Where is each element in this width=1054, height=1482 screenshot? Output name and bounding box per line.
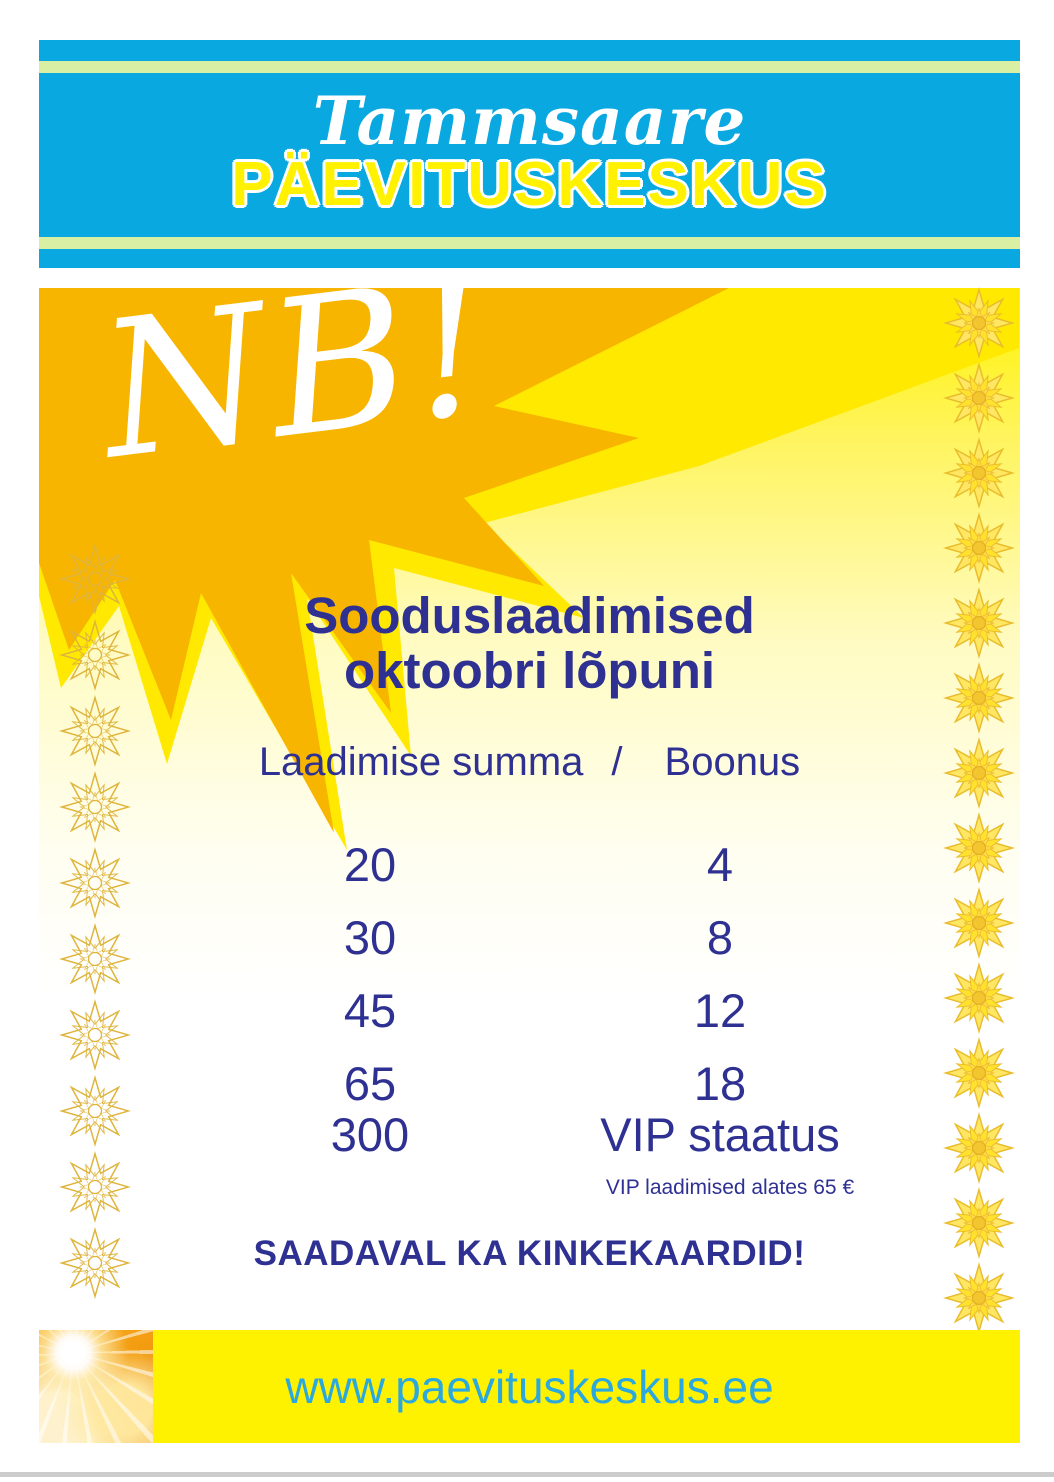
column-header-sum: Laadimise summa (258, 740, 584, 784)
table-row: 20 4 (39, 828, 1020, 901)
sum-value: 45 (343, 984, 397, 1037)
table-row: 45 12 (39, 974, 1020, 1047)
bonus-table: 20 4 30 8 45 12 65 18 300 VIP staatus (39, 828, 1020, 1164)
starburst-inner (39, 288, 729, 833)
vip-note: VIP laadimised alates 65 € (605, 1176, 855, 1199)
bonus-value: VIP staatus (600, 1107, 840, 1161)
footer: www.paevituskeskus.ee (39, 1330, 1020, 1443)
promo-title-line1: Sooduslaadimised (304, 587, 755, 644)
header-banner: Tammsaare PÄEVITUSKESKUS (39, 40, 1020, 268)
sum-value: 20 (343, 838, 397, 891)
starburst-graphic (39, 288, 1019, 850)
header-stripe-top (39, 61, 1020, 73)
ornament-star-icon (942, 436, 1016, 510)
column-header-bonus: Boonus (664, 740, 801, 784)
ornament-star-icon (942, 286, 1016, 360)
page-bottom-divider (0, 1472, 1054, 1477)
ornament-column-right (942, 286, 1016, 1335)
table-row: 65 18 (39, 1047, 1020, 1120)
bonus-value: 12 (693, 984, 747, 1037)
giftcard-banner: SAADAVAL KA KINKEKAARDID! (253, 1234, 806, 1273)
sum-value: 65 (343, 1057, 397, 1110)
ornament-star-icon (942, 361, 1016, 435)
table-header: Laadimise summa / Boonus (39, 740, 1020, 785)
nb-badge: NB! (89, 236, 504, 502)
poster-body: NB! Sooduslaadimised oktoobri lõpuni Laa… (39, 237, 1020, 1330)
brand-main-name: PÄEVITUSKESKUS (231, 150, 828, 219)
website-url[interactable]: www.paevituskeskus.ee (285, 1360, 774, 1413)
bonus-value: 8 (706, 911, 734, 964)
table-row: 300 VIP staatus (39, 1104, 1020, 1164)
header-stripe-bottom (39, 237, 1020, 249)
bonus-value: 18 (693, 1057, 747, 1110)
footer-yellow-bar (153, 1330, 1020, 1443)
bonus-value: 4 (706, 838, 734, 891)
column-separator: / (611, 740, 623, 784)
sum-value: 300 (330, 1107, 410, 1161)
promo-title-line2: oktoobri lõpuni (343, 642, 716, 699)
ornament-star-icon (942, 511, 1016, 585)
sun-photo (39, 1330, 153, 1443)
table-row: 30 8 (39, 901, 1020, 974)
brand-script-name: Tammsaare (312, 82, 747, 160)
sum-value: 30 (343, 911, 397, 964)
promo-title: Sooduslaadimised oktoobri lõpuni (39, 588, 1020, 698)
